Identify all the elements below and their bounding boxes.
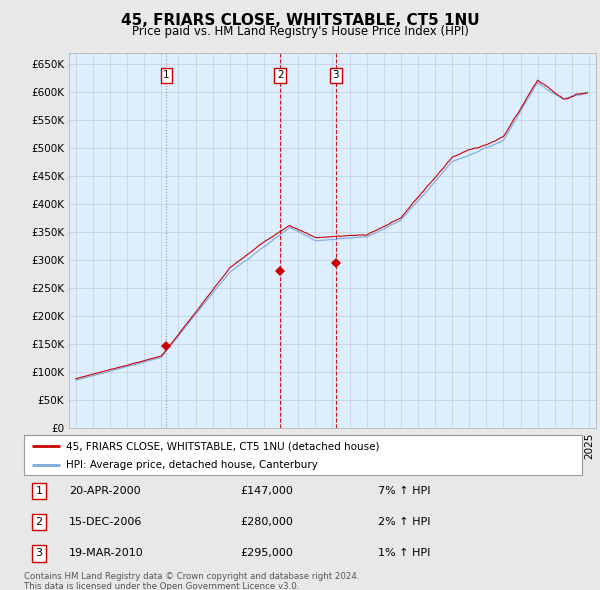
Text: £295,000: £295,000 bbox=[240, 549, 293, 558]
Text: £147,000: £147,000 bbox=[240, 486, 293, 496]
Text: 1% ↑ HPI: 1% ↑ HPI bbox=[378, 549, 430, 558]
Text: Price paid vs. HM Land Registry's House Price Index (HPI): Price paid vs. HM Land Registry's House … bbox=[131, 25, 469, 38]
Text: 1: 1 bbox=[163, 70, 170, 80]
Text: 19-MAR-2010: 19-MAR-2010 bbox=[69, 549, 144, 558]
Text: This data is licensed under the Open Government Licence v3.0.: This data is licensed under the Open Gov… bbox=[24, 582, 299, 590]
Text: 2% ↑ HPI: 2% ↑ HPI bbox=[378, 517, 431, 527]
Text: 15-DEC-2006: 15-DEC-2006 bbox=[69, 517, 142, 527]
Text: 2: 2 bbox=[35, 517, 43, 527]
Text: 3: 3 bbox=[332, 70, 339, 80]
Text: 2: 2 bbox=[277, 70, 284, 80]
Text: HPI: Average price, detached house, Canterbury: HPI: Average price, detached house, Cant… bbox=[66, 460, 318, 470]
Text: 45, FRIARS CLOSE, WHITSTABLE, CT5 1NU (detached house): 45, FRIARS CLOSE, WHITSTABLE, CT5 1NU (d… bbox=[66, 441, 379, 451]
Text: 45, FRIARS CLOSE, WHITSTABLE, CT5 1NU: 45, FRIARS CLOSE, WHITSTABLE, CT5 1NU bbox=[121, 13, 479, 28]
Text: 20-APR-2000: 20-APR-2000 bbox=[69, 486, 140, 496]
Text: 7% ↑ HPI: 7% ↑ HPI bbox=[378, 486, 431, 496]
Text: 1: 1 bbox=[35, 486, 43, 496]
Text: £280,000: £280,000 bbox=[240, 517, 293, 527]
Text: 3: 3 bbox=[35, 549, 43, 558]
Text: Contains HM Land Registry data © Crown copyright and database right 2024.: Contains HM Land Registry data © Crown c… bbox=[24, 572, 359, 581]
